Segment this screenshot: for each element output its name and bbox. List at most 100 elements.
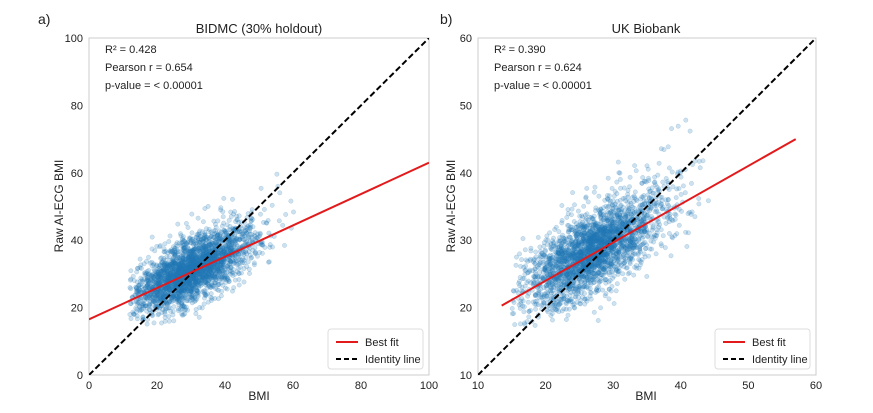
scatter-point (593, 185, 597, 189)
scatter-point (140, 277, 144, 281)
scatter-point (196, 216, 200, 220)
scatter-point (594, 206, 598, 210)
scatter-outlier (259, 186, 263, 190)
scatter-point (281, 223, 285, 227)
panel-b-ylabel: Raw AI-ECG BMI (444, 160, 458, 253)
scatter-point (679, 192, 683, 196)
scatter-outlier (238, 237, 242, 241)
panel-a-ytick-label: 0 (77, 370, 83, 382)
scatter-point (170, 266, 174, 270)
scatter-point (617, 171, 621, 175)
scatter-point (163, 242, 167, 246)
scatter-point (518, 322, 522, 326)
scatter-point (588, 281, 592, 285)
scatter-point (158, 279, 162, 283)
scatter-point (669, 254, 673, 258)
scatter-point (242, 261, 246, 265)
scatter-point (244, 256, 248, 260)
scatter-point (645, 274, 649, 278)
scatter-point (135, 270, 139, 274)
scatter-point (613, 189, 617, 193)
scatter-point (150, 247, 154, 251)
scatter-point (660, 195, 664, 199)
scatter-point (257, 234, 261, 238)
scatter-point (572, 219, 576, 223)
scatter-point (624, 266, 628, 270)
scatter-point (674, 195, 678, 199)
scatter-point (159, 294, 163, 298)
scatter-point (510, 306, 514, 310)
scatter-point (146, 255, 150, 259)
scatter-point (667, 187, 671, 191)
scatter-point (136, 300, 140, 304)
scatter-point (282, 243, 286, 247)
scatter-outlier (219, 206, 223, 210)
scatter-outlier (228, 269, 232, 273)
scatter-point (138, 257, 142, 261)
scatter-point (157, 273, 161, 277)
scatter-point (577, 239, 581, 243)
panel-b-xlabel: BMI (635, 389, 656, 403)
scatter-point (565, 223, 569, 227)
scatter-point (536, 235, 540, 239)
scatter-point (584, 285, 588, 289)
scatter-point (655, 209, 659, 213)
scatter-point (129, 316, 133, 320)
scatter-outlier (207, 230, 211, 234)
scatter-point (560, 241, 564, 245)
scatter-point (512, 300, 516, 304)
scatter-point (206, 275, 210, 279)
scatter-point (550, 308, 554, 312)
scatter-point (213, 296, 217, 300)
scatter-point (181, 295, 185, 299)
scatter-point (598, 306, 602, 310)
scatter-point (557, 229, 561, 233)
scatter-point (178, 307, 182, 311)
scatter-point (519, 257, 523, 261)
scatter-point (529, 246, 533, 250)
scatter-point (129, 269, 133, 273)
panel-b-ytick-label: 10 (460, 370, 472, 382)
scatter-point (533, 323, 537, 327)
scatter-point (521, 236, 525, 240)
scatter-point (233, 219, 237, 223)
scatter-point (204, 280, 208, 284)
scatter-point (225, 287, 229, 291)
scatter-point (661, 234, 665, 238)
scatter-point (607, 273, 611, 277)
scatter-outlier (186, 256, 190, 260)
scatter-point (666, 204, 670, 208)
scatter-point (183, 239, 187, 243)
scatter-point (190, 231, 194, 235)
scatter-point (572, 280, 576, 284)
panel-a-xtick-label: 0 (86, 380, 92, 392)
scatter-point (221, 221, 225, 225)
scatter-point (633, 190, 637, 194)
scatter-outlier (222, 248, 226, 252)
panel-a-xtick-label: 60 (287, 380, 299, 392)
scatter-outlier (230, 197, 234, 201)
scatter-point (661, 205, 665, 209)
panel-a-xtick-label: 40 (219, 380, 231, 392)
scatter-point (194, 312, 198, 316)
scatter-point (585, 186, 589, 190)
scatter-point (661, 180, 665, 184)
scatter-point (643, 247, 647, 251)
scatter-point (226, 241, 230, 245)
scatter-point (554, 264, 558, 268)
scatter-outlier (150, 235, 154, 239)
scatter-point (266, 260, 270, 264)
scatter-point (612, 194, 616, 198)
scatter-outlier (275, 172, 279, 176)
panel-b-ytick-label: 50 (460, 100, 472, 112)
scatter-point (567, 307, 571, 311)
scatter-outlier (150, 260, 154, 264)
scatter-outlier (210, 273, 214, 277)
scatter-point (670, 170, 674, 174)
scatter-point (261, 220, 265, 224)
scatter-outlier (170, 249, 174, 253)
scatter-point (175, 247, 179, 251)
scatter-point (618, 186, 622, 190)
scatter-point (637, 266, 641, 270)
